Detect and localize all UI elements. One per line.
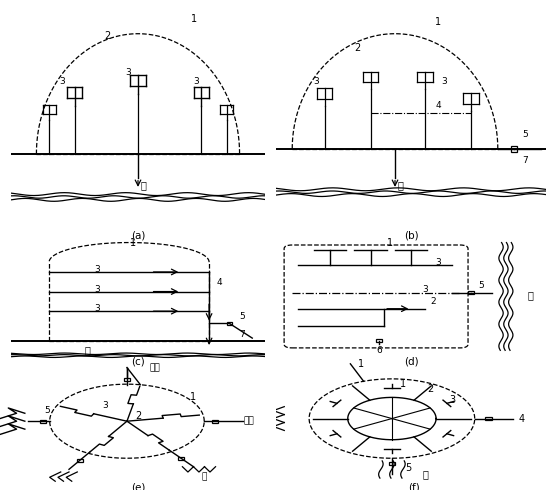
Text: 3: 3 — [125, 68, 131, 76]
Bar — [511, 146, 517, 152]
Text: 6: 6 — [376, 346, 381, 355]
Text: 2: 2 — [427, 385, 434, 394]
Text: 1: 1 — [358, 359, 364, 369]
Text: 灌派: 灌派 — [149, 363, 160, 372]
Text: 1: 1 — [435, 17, 442, 27]
Text: 5: 5 — [479, 281, 485, 290]
Text: 3: 3 — [436, 258, 441, 267]
Text: 2: 2 — [104, 31, 110, 41]
Bar — [486, 417, 492, 420]
Bar — [227, 322, 232, 325]
Text: 3: 3 — [422, 285, 428, 294]
Text: 5: 5 — [239, 312, 245, 320]
Text: (e): (e) — [131, 482, 145, 490]
Text: 2: 2 — [135, 411, 141, 421]
Text: 1: 1 — [190, 392, 197, 402]
Text: 5: 5 — [405, 463, 412, 472]
Bar — [389, 462, 395, 465]
Text: 河: 河 — [84, 345, 90, 355]
Text: 河: 河 — [397, 180, 404, 190]
Text: 1: 1 — [386, 238, 392, 247]
Text: 3: 3 — [314, 77, 320, 86]
Text: 4: 4 — [518, 414, 525, 423]
Bar — [178, 457, 184, 460]
Text: 3: 3 — [94, 265, 100, 274]
Text: 3: 3 — [102, 401, 108, 410]
Text: 2: 2 — [354, 43, 360, 53]
Text: 灌派: 灌派 — [243, 416, 254, 426]
Text: 1: 1 — [400, 379, 406, 389]
Bar — [376, 339, 382, 342]
Text: 2: 2 — [430, 297, 436, 306]
Text: 4: 4 — [216, 278, 222, 288]
Text: 1: 1 — [130, 238, 136, 247]
Text: (b): (b) — [404, 230, 418, 241]
Bar — [124, 378, 130, 381]
Text: 河: 河 — [202, 473, 207, 482]
Text: 7: 7 — [239, 330, 245, 339]
Text: 4: 4 — [436, 101, 441, 110]
Text: (d): (d) — [404, 356, 418, 367]
Text: 3: 3 — [94, 304, 100, 313]
Bar — [468, 292, 474, 294]
Text: 3: 3 — [94, 285, 100, 294]
Text: (f): (f) — [408, 482, 420, 490]
Text: 5: 5 — [522, 130, 528, 139]
Text: 3: 3 — [441, 77, 447, 86]
Text: 河: 河 — [140, 180, 146, 190]
Text: 5: 5 — [44, 406, 50, 415]
Text: 3: 3 — [194, 77, 199, 86]
Text: 7: 7 — [522, 156, 528, 166]
Text: 3: 3 — [59, 77, 65, 86]
Bar — [77, 459, 83, 462]
Bar — [40, 420, 46, 423]
Text: 河: 河 — [422, 469, 428, 479]
Text: 3: 3 — [449, 395, 456, 405]
Text: 1: 1 — [191, 14, 197, 24]
Text: 河: 河 — [527, 290, 533, 300]
Bar — [212, 420, 219, 423]
Text: (a): (a) — [131, 230, 145, 241]
Text: (c): (c) — [131, 356, 145, 367]
